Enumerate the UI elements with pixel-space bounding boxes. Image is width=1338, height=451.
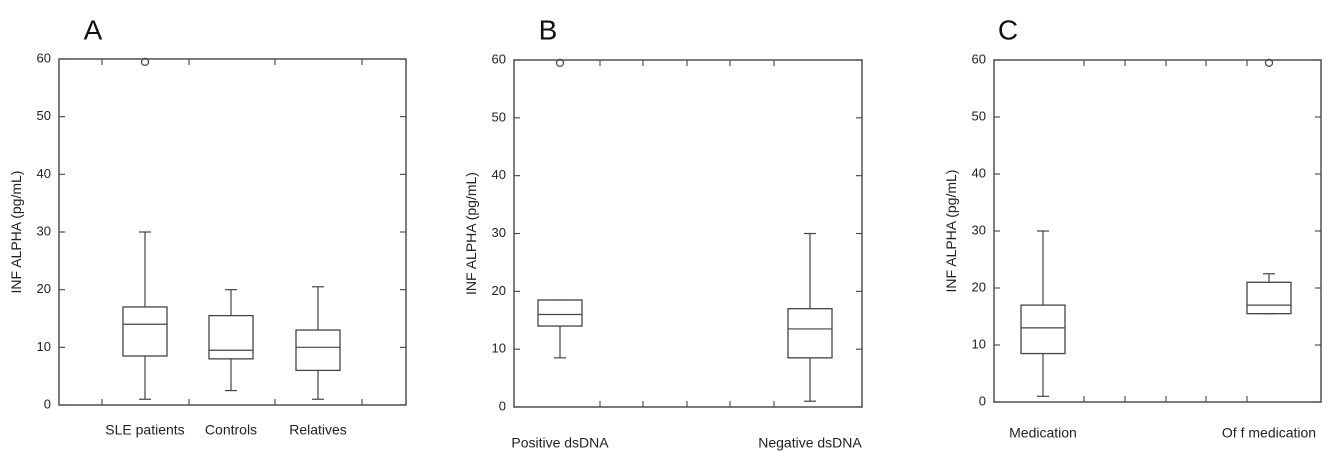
box-2: [787, 232, 833, 402]
y-tick-label: 60: [972, 51, 986, 66]
iqr-box: [122, 306, 168, 357]
y-tick-label: 30: [37, 223, 51, 238]
box-3: [295, 286, 341, 400]
outlier-point: [140, 57, 150, 66]
chart-panel-c: C 0 10 20 30 40 50 60 INF ALPHA (pg/mL) Medicatio…: [943, 14, 1322, 441]
iqr-box: [1246, 281, 1292, 315]
x-category-label: Controls: [205, 422, 257, 438]
panel-letter: A: [84, 14, 103, 45]
chart-panel-a: A 0 10 20 30 40 50 60 INF ALPHA (pg/mL) SLE patie…: [8, 14, 407, 438]
chart-panel-b: B 0 10 20 30 40 50 60 INF ALPHA (pg/mL) Positive …: [463, 14, 863, 451]
iqr-box: [537, 299, 583, 327]
y-tick-label: 50: [972, 108, 986, 123]
y-tick-label: 30: [492, 225, 506, 240]
x-category-label: Medication: [1009, 425, 1077, 441]
box-2: [208, 289, 254, 392]
y-tick-label: 40: [492, 167, 506, 182]
y-tick-label: 30: [972, 222, 986, 237]
y-tick-label: 20: [972, 279, 986, 294]
box-2: [1246, 58, 1292, 315]
y-tick-label: 50: [492, 109, 506, 124]
y-tick-label: 10: [492, 341, 506, 356]
y-tick-label: 0: [499, 398, 506, 413]
x-category-label: Positive dsDNA: [511, 435, 609, 451]
iqr-box: [208, 314, 254, 360]
y-axis-label: INF ALPHA (pg/mL): [463, 172, 479, 295]
iqr-box: [1020, 304, 1066, 355]
outlier-point: [555, 58, 565, 67]
iqr-box: [295, 329, 341, 372]
y-axis-label: INF ALPHA (pg/mL): [943, 170, 959, 293]
y-tick-label: 60: [492, 51, 506, 66]
outlier-point: [1264, 58, 1274, 67]
x-category-label: SLE patients: [105, 422, 184, 438]
y-tick-label: 10: [972, 336, 986, 351]
y-tick-label: 10: [37, 339, 51, 354]
box-1: [537, 58, 583, 359]
y-tick-label: 40: [972, 165, 986, 180]
x-category-label: Of f medication: [1222, 425, 1316, 441]
y-tick-label: 50: [37, 108, 51, 123]
panel-letter: B: [539, 14, 558, 45]
panel-letter: C: [998, 14, 1018, 45]
box-1: [122, 57, 168, 400]
box-1: [1020, 230, 1066, 397]
x-category-label: Negative dsDNA: [758, 435, 862, 451]
y-tick-label: 0: [44, 396, 51, 411]
y-tick-label: 20: [37, 281, 51, 296]
y-axis-label: INF ALPHA (pg/mL): [8, 171, 24, 294]
y-tick-label: 60: [37, 50, 51, 65]
y-tick-label: 20: [492, 283, 506, 298]
iqr-box: [787, 308, 833, 359]
x-category-label: Relatives: [289, 422, 347, 438]
y-tick-label: 40: [37, 166, 51, 181]
y-tick-label: 0: [979, 393, 986, 408]
